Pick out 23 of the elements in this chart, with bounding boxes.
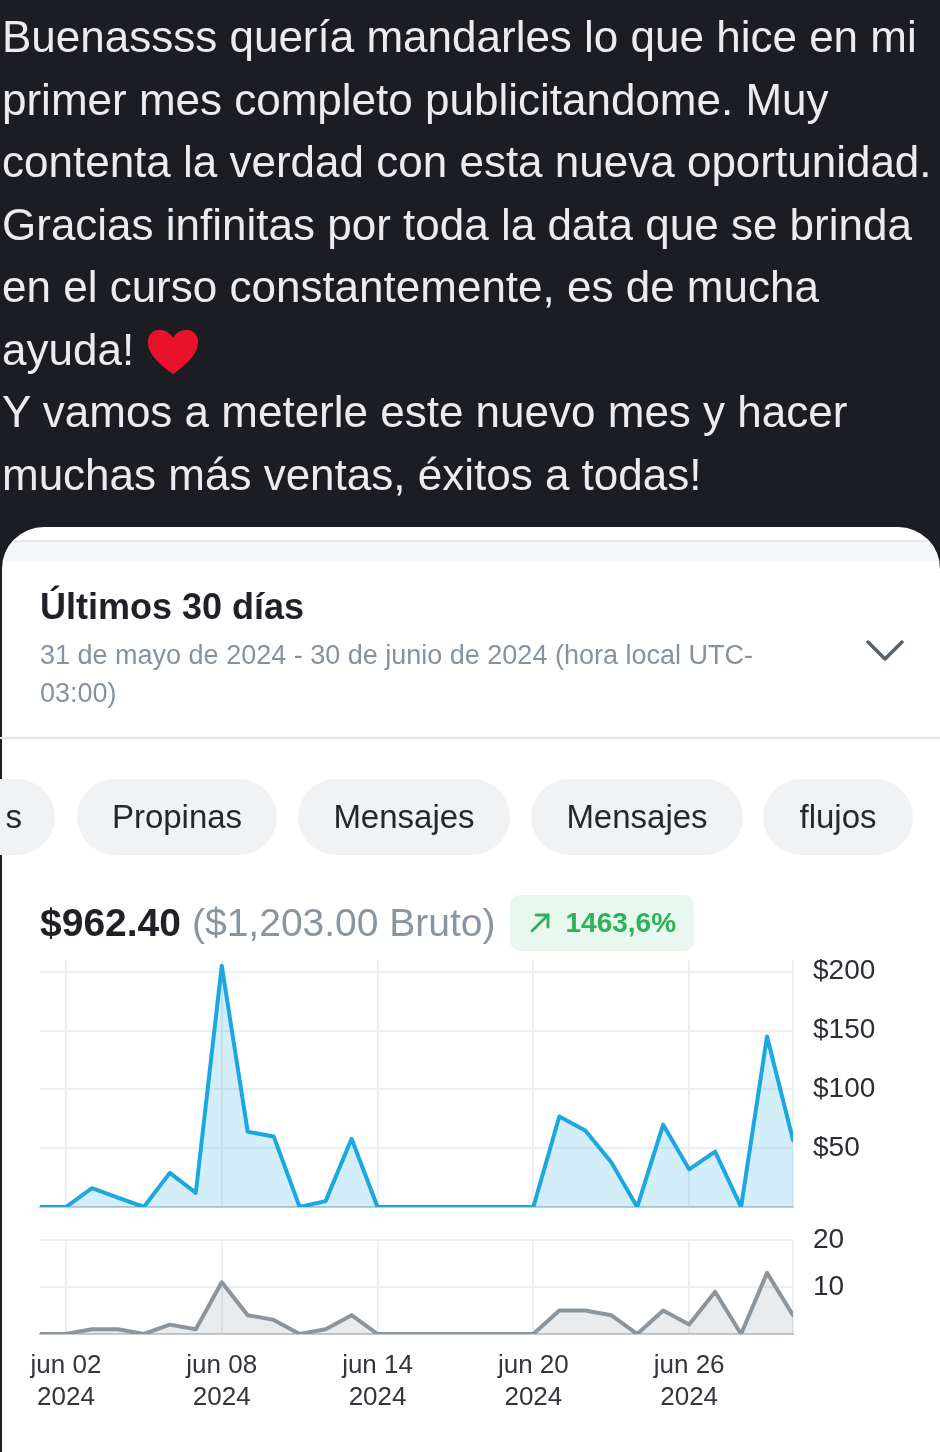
x-tick-label: jun 14 2024 xyxy=(341,1349,413,1412)
y-tick-label: $50 xyxy=(813,1130,860,1162)
text: 1463,6% xyxy=(565,907,677,939)
y-tick-label: $100 xyxy=(813,1072,876,1104)
text: Y vamos a meterle este nuevo mes y hacer muchas más ventas, éxitos a todas! xyxy=(2,387,848,499)
y-tick-label: $150 xyxy=(813,1013,876,1045)
text: flujos xyxy=(799,798,877,836)
x-tick-label: jun 20 2024 xyxy=(496,1349,569,1412)
text: ($1,203.00 Bruto) xyxy=(191,901,496,945)
chart-title: Últimos 30 días xyxy=(40,586,305,627)
y-tick-label: $200 xyxy=(813,954,876,986)
y-tick-label: 10 xyxy=(813,1269,845,1301)
text: s xyxy=(5,798,22,836)
x-tick-label: jun 26 2024 xyxy=(652,1349,725,1412)
text: Buenassss quería mandarles lo que hice en mi primer mes completo publicitandome. Muy contenta la verdad con esta nueva oportunidad. Gracias infinitas por toda la data que se brinda en el curso constantemente, es de mucha ayuda! xyxy=(2,12,932,374)
text: Mensajes xyxy=(566,798,708,836)
x-tick-label: jun 02 2024 xyxy=(29,1349,102,1412)
chart-subtitle: 31 de mayo de 2024 - 30 de junio de 2024 (hora local UTC-03:00) xyxy=(40,640,753,708)
x-tick-label: jun 08 2024 xyxy=(185,1349,258,1412)
y-tick-label: 20 xyxy=(813,1222,845,1254)
text: Mensajes xyxy=(333,798,475,836)
text: Propinas xyxy=(111,798,243,836)
text: $962.40 xyxy=(40,901,181,945)
